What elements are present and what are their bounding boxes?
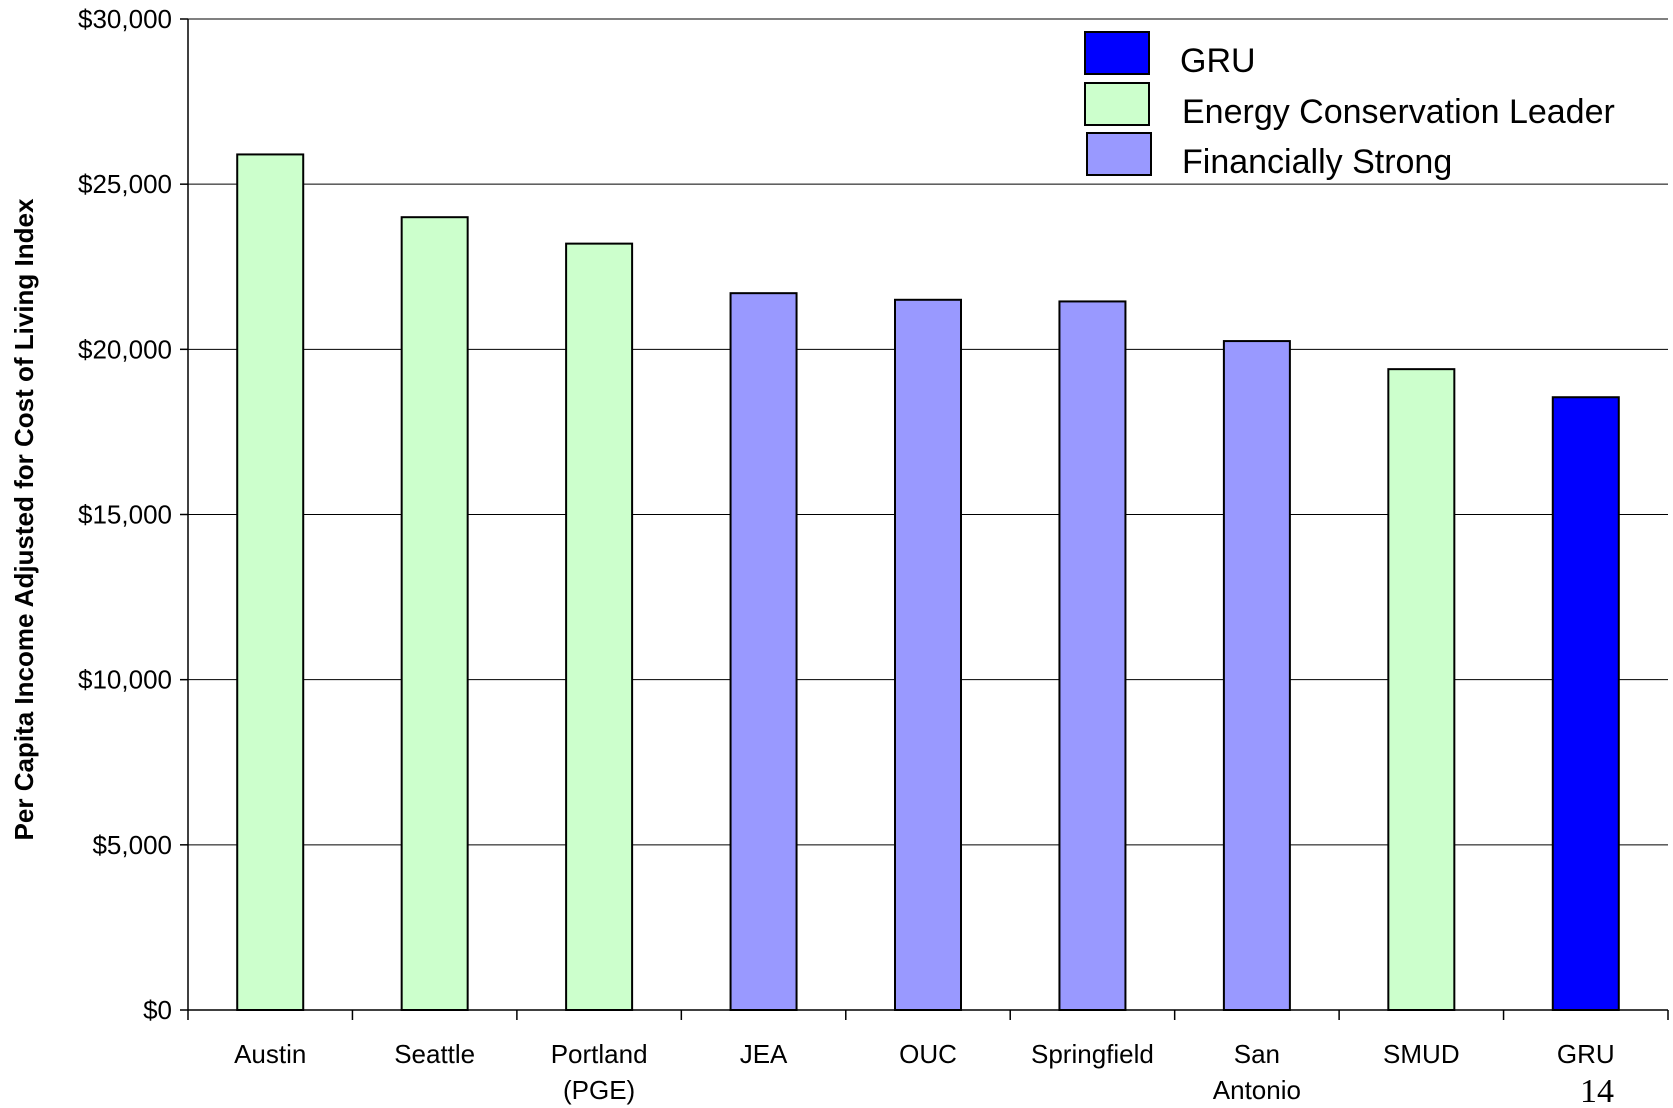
bar-portland-pge bbox=[565, 242, 634, 1012]
bar-austin bbox=[236, 153, 305, 1012]
x-tick-label: Seattle bbox=[394, 1039, 475, 1069]
bar-jea bbox=[729, 292, 798, 1011]
x-tick-label: Austin bbox=[234, 1039, 306, 1069]
x-tick-label: Portland bbox=[551, 1039, 648, 1069]
bar-springfield bbox=[1058, 300, 1127, 1011]
x-tick-label: OUC bbox=[899, 1039, 957, 1069]
bar-seattle bbox=[400, 216, 469, 1011]
x-tick-label: JEA bbox=[740, 1039, 788, 1069]
legend-swatch bbox=[1086, 132, 1152, 176]
y-axis-label: Per Capita Income Adjusted for Cost of L… bbox=[9, 198, 39, 840]
y-tick-label: $15,000 bbox=[78, 500, 172, 530]
y-tick-label: $0 bbox=[143, 995, 172, 1025]
page-number: 14 bbox=[1580, 1073, 1614, 1108]
bar-smud bbox=[1387, 368, 1456, 1011]
x-tick-label: GRU bbox=[1557, 1039, 1615, 1069]
bar-ouc bbox=[894, 298, 962, 1011]
legend: GRU Energy Conservation Leader Financially… bbox=[1084, 31, 1615, 181]
y-tick-label: $30,000 bbox=[78, 4, 172, 34]
x-tick-labels: Austin Seattle Portland (PGE) JEA OUC Springfi… bbox=[234, 1039, 1615, 1105]
bar-gru bbox=[1551, 396, 1620, 1011]
legend-swatch bbox=[1084, 82, 1150, 126]
x-tick-label: Antonio bbox=[1213, 1075, 1301, 1105]
y-tick-label: $10,000 bbox=[78, 665, 172, 695]
y-tick-label: $25,000 bbox=[78, 169, 172, 199]
legend-label: Financially Strong bbox=[1182, 143, 1452, 181]
x-tick-label: Springfield bbox=[1031, 1039, 1154, 1069]
legend-label: Energy Conservation Leader bbox=[1182, 93, 1615, 131]
x-tick-label: San bbox=[1234, 1039, 1280, 1069]
x-tick-label: (PGE) bbox=[563, 1075, 635, 1105]
y-tick-label: $20,000 bbox=[78, 334, 172, 364]
legend-swatch bbox=[1084, 31, 1150, 75]
bars bbox=[236, 153, 1620, 1012]
legend-label: GRU bbox=[1180, 42, 1256, 80]
bar-san-antonio bbox=[1222, 340, 1291, 1011]
x-tick-label: SMUD bbox=[1383, 1039, 1460, 1069]
y-tick-label: $5,000 bbox=[92, 830, 172, 860]
y-tick-labels: $0 $5,000 $10,000 $15,000 $20,000 $25,000 $30,… bbox=[78, 4, 188, 1025]
